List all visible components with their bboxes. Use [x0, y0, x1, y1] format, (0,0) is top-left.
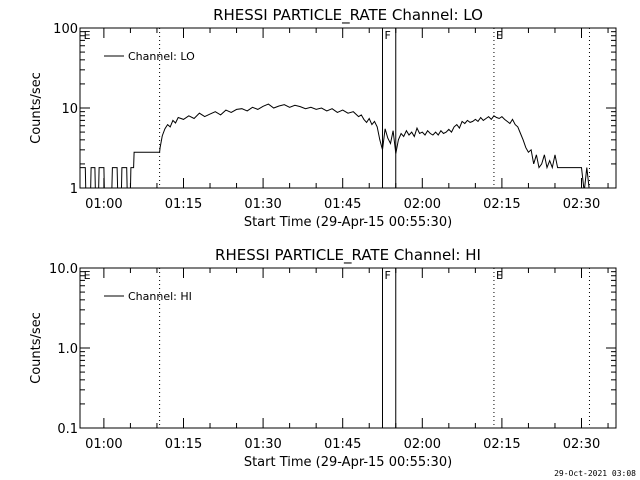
x-tick-label-0: 02:30	[563, 197, 600, 212]
x-tick-label-1: 02:00	[404, 437, 441, 452]
legend-label-0: Channel: LO	[128, 50, 195, 63]
y-tick-label-0: 10	[61, 102, 78, 117]
x-tick-label-0: 02:15	[483, 197, 520, 212]
marker-label-1: E	[84, 269, 91, 282]
x-tick-label-1: 01:15	[165, 437, 202, 452]
x-tick-label-1: 02:15	[483, 437, 520, 452]
y-tick-label-1: 1.0	[57, 342, 78, 357]
x-tick-label-0: 02:00	[404, 197, 441, 212]
marker-label-0: F	[384, 29, 390, 42]
y-axis-label-1: Counts/sec	[29, 312, 44, 384]
legend-label-1: Channel: HI	[128, 290, 192, 303]
marker-label-1: F	[384, 269, 390, 282]
marker-label-1: E	[496, 269, 503, 282]
x-tick-label-0: 01:15	[165, 197, 202, 212]
y-tick-label-1: 10.0	[49, 262, 78, 277]
y-tick-label-0: 100	[53, 22, 78, 37]
footer-timestamp: 29-Oct-2021 03:08	[554, 469, 636, 478]
marker-label-0: E	[496, 29, 503, 42]
y-tick-label-0: 1	[70, 182, 78, 197]
series-line-0-0	[80, 103, 590, 188]
x-axis-label-0: Start Time (29-Apr-15 00:55:30)	[244, 215, 452, 230]
x-tick-label-0: 01:00	[85, 197, 122, 212]
x-tick-label-1: 01:00	[85, 437, 122, 452]
x-tick-label-1: 02:30	[563, 437, 600, 452]
y-tick-label-1: 0.1	[57, 422, 78, 437]
x-tick-label-0: 01:45	[324, 197, 361, 212]
chart-title-0: RHESSI PARTICLE_RATE Channel: LO	[213, 6, 483, 25]
x-tick-label-1: 01:45	[324, 437, 361, 452]
marker-label-0: E	[84, 29, 91, 42]
x-tick-label-0: 01:30	[244, 197, 281, 212]
x-axis-label-1: Start Time (29-Apr-15 00:55:30)	[244, 455, 452, 470]
chart-title-1: RHESSI PARTICLE_RATE Channel: HI	[215, 246, 481, 265]
x-tick-label-1: 01:30	[244, 437, 281, 452]
y-axis-label-0: Counts/sec	[29, 72, 44, 144]
